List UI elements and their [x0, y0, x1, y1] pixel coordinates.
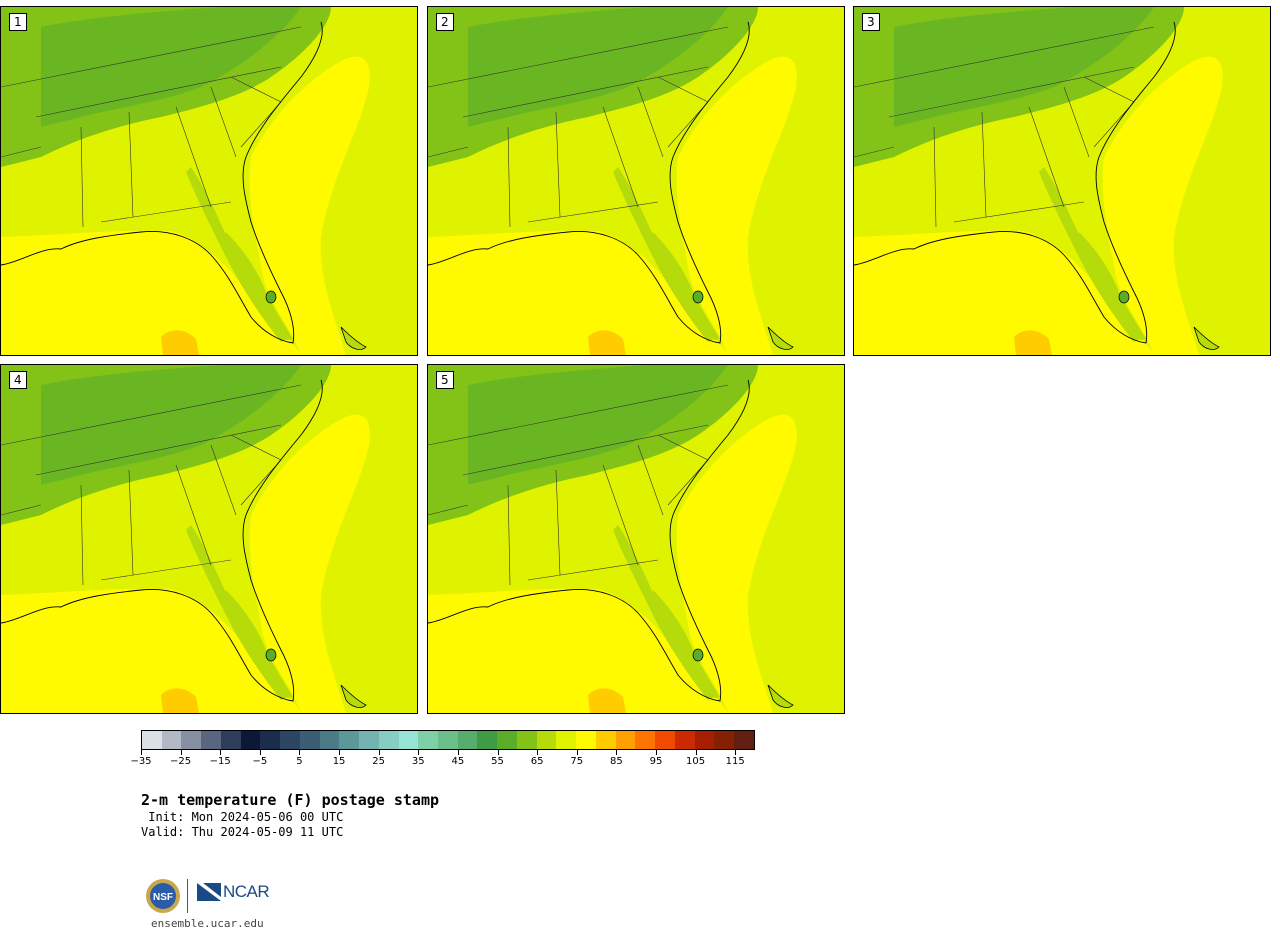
map-panel-1: 1: [0, 6, 418, 356]
ncar-logo: NCAR: [197, 882, 270, 902]
colorbar-tick: [537, 750, 539, 755]
colorbar-tick: [695, 750, 697, 755]
colorbar-swatch: [694, 731, 715, 749]
colorbar-swatch: [655, 731, 675, 749]
colorbar-swatch: [438, 731, 458, 749]
panel-label: 4: [9, 371, 27, 389]
colorbar-swatch: [635, 731, 656, 749]
colorbar-tick: [616, 750, 618, 755]
colorbar-tick: [378, 750, 380, 755]
colorbar-tick-label: 15: [332, 756, 346, 767]
panel-label: 3: [862, 13, 880, 31]
colorbar-swatch: [595, 731, 616, 749]
colorbar-tick: [457, 750, 459, 755]
colorbar-swatch: [240, 731, 261, 749]
colorbar-swatch: [674, 731, 695, 749]
colorbar-tick-label: −35: [130, 756, 152, 767]
init-time: Init: Mon 2024-05-06 00 UTC: [141, 810, 344, 824]
colorbar-swatch: [556, 731, 577, 749]
colorbar-tick-label: 75: [570, 756, 584, 767]
colorbar-swatch: [418, 731, 439, 749]
colorbar-swatch: [714, 731, 735, 749]
colorbar-swatch: [576, 731, 596, 749]
colorbar-swatch: [201, 731, 221, 749]
colorbar-swatch: [359, 731, 379, 749]
colorbar-tick-label: 45: [451, 756, 465, 767]
colorbar-swatch: [497, 731, 517, 749]
colorbar-swatch: [299, 731, 320, 749]
colorbar-swatch: [181, 731, 202, 749]
colorbar-tick-label: 85: [609, 756, 623, 767]
map-panel-3: 3: [853, 6, 1271, 356]
panel-label: 5: [436, 371, 454, 389]
map-panel-2: 2: [427, 6, 845, 356]
colorbar-tick-label: 95: [649, 756, 663, 767]
colorbar-tick: [576, 750, 578, 755]
colorbar-tick-label: 35: [411, 756, 425, 767]
panel-label: 2: [436, 13, 454, 31]
colorbar-swatch: [260, 731, 281, 749]
svg-text:NSF: NSF: [153, 892, 173, 903]
colorbar-tick-label: 25: [372, 756, 386, 767]
colorbar-tick-label: 5: [296, 756, 303, 767]
colorbar-tick-label: 55: [491, 756, 504, 767]
colorbar-tick: [141, 750, 142, 755]
panel-label: 1: [9, 13, 27, 31]
colorbar-swatch: [398, 731, 419, 749]
colorbar-swatch: [536, 731, 557, 749]
colorbar-tick: [220, 750, 222, 755]
colorbar-tick: [339, 750, 341, 755]
colorbar-swatch: [477, 731, 498, 749]
colorbar-tick-label: −5: [252, 756, 268, 767]
colorbar-tick: [299, 750, 301, 755]
colorbar-swatch: [734, 731, 754, 749]
colorbar-tick-label: 65: [530, 756, 544, 767]
colorbar-tick-label: 115: [725, 756, 745, 767]
valid-time: Valid: Thu 2024-05-09 11 UTC: [141, 825, 344, 839]
colorbar-tick: [259, 750, 261, 755]
colorbar-swatch: [516, 731, 537, 749]
colorbar-tick: [655, 750, 657, 755]
colorbar-tick: [418, 750, 420, 755]
colorbar-swatch: [457, 731, 478, 749]
ncar-text: NCAR: [223, 882, 270, 901]
map-panel-5: 5: [427, 364, 845, 714]
colorbar-swatch: [280, 731, 300, 749]
colorbar-swatch: [319, 731, 340, 749]
colorbar-tick-label: 105: [686, 756, 706, 767]
colorbar-tick-label: −25: [170, 756, 192, 767]
colorbar-tick: [180, 750, 182, 755]
colorbar-swatch: [615, 731, 636, 749]
colorbar: [141, 730, 755, 750]
chart-title: 2-m temperature (F) postage stamp: [141, 791, 440, 809]
colorbar-tick-label: −15: [209, 756, 231, 767]
colorbar-swatch: [161, 731, 182, 749]
colorbar-swatch: [142, 731, 162, 749]
colorbar-swatch: [378, 731, 399, 749]
colorbar-ticks: −35 −25 −15 −5 5 15 25 35 45 55 65 75 85 95 105 115: [130, 750, 755, 774]
colorbar-tick: [497, 750, 499, 755]
colorbar-swatch: [220, 731, 241, 749]
colorbar-tick: [735, 750, 737, 755]
map-panel-4: 4: [0, 364, 418, 714]
colorbar-swatch: [339, 731, 360, 749]
ncar-icon: [197, 883, 221, 901]
nsf-logo: NSF: [146, 879, 180, 913]
site-url[interactable]: ensemble.ucar.edu: [151, 917, 264, 930]
logo-divider: [187, 879, 188, 913]
